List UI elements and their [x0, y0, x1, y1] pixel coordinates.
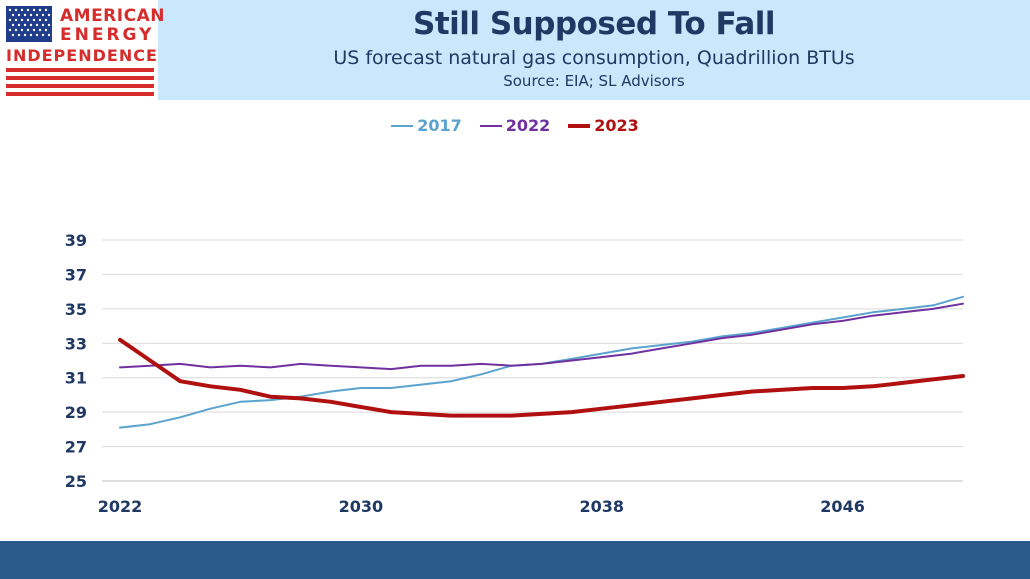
series-line-2017	[119, 295, 964, 429]
legend-item-2017: 2017	[391, 116, 462, 135]
legend-item-2023: 2023	[568, 116, 639, 135]
series-line-2023	[118, 337, 965, 418]
logo: AMERICAN ENERGY INDEPENDENCE	[6, 6, 164, 96]
y-tick-label-37: 37	[65, 265, 87, 284]
legend-swatch-2022	[479, 124, 502, 127]
logo-text-energy: ENERGY	[60, 25, 155, 45]
y-tick-label-39: 39	[65, 231, 87, 250]
x-tick-label-2022: 2022	[98, 497, 143, 516]
logo-text-american: AMERICAN	[60, 6, 165, 26]
us-flag-icon	[6, 6, 52, 42]
y-tick-label-25: 25	[65, 472, 87, 491]
chart-legend: 2017 2022 2023	[0, 116, 1030, 135]
legend-label-2017: 2017	[417, 116, 462, 135]
legend-swatch-2017	[391, 124, 414, 127]
y-tick-label-35: 35	[65, 300, 87, 319]
legend-swatch-2023	[568, 123, 591, 128]
chart-title: Still Supposed To Fall	[413, 6, 776, 42]
footer-band	[0, 541, 1030, 579]
legend-item-2022: 2022	[479, 116, 551, 135]
y-tick-label-33: 33	[65, 334, 87, 353]
x-tick-label-2030: 2030	[339, 497, 384, 516]
chart-subtitle: US forecast natural gas consumption, Qua…	[333, 47, 855, 69]
legend-label-2023: 2023	[594, 116, 639, 135]
y-tick-label-27: 27	[65, 438, 87, 457]
header-band	[158, 0, 1030, 100]
flag-stripes-icon	[6, 68, 154, 96]
legend-label-2022: 2022	[505, 116, 551, 135]
y-tick-label-29: 29	[65, 403, 87, 422]
y-tick-label-31: 31	[65, 369, 87, 388]
logo-text-independence: INDEPENDENCE	[6, 46, 158, 65]
series-line-2022	[119, 302, 964, 371]
x-tick-label-2038: 2038	[579, 497, 624, 516]
x-tick-label-2046: 2046	[820, 497, 865, 516]
chart-source: Source: EIA; SL Advisors	[503, 72, 685, 90]
